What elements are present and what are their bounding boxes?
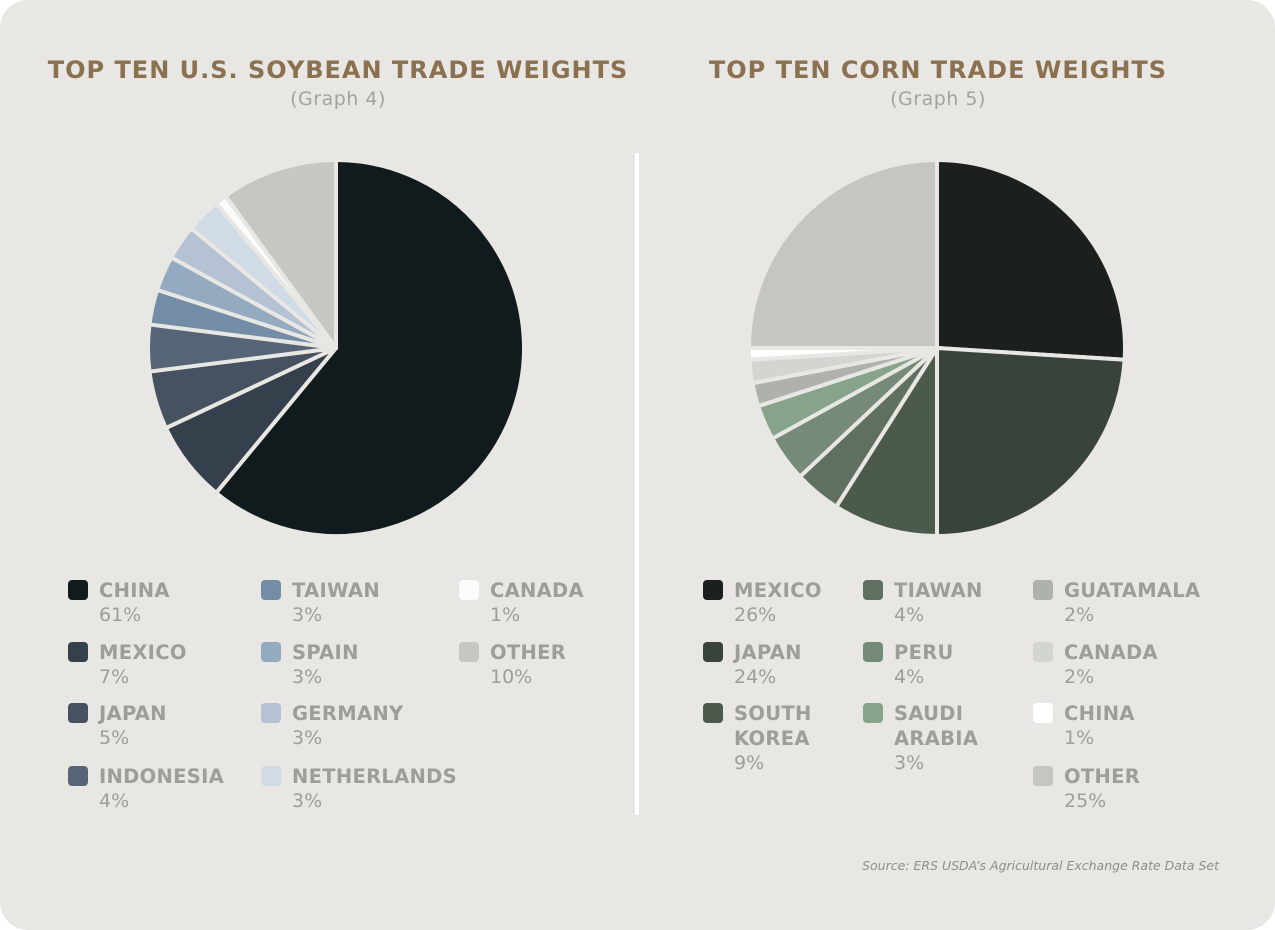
soybean-chart-title: TOP TEN U.S. SOYBEAN TRADE WEIGHTS	[47, 56, 629, 84]
legend-percent: 1%	[1064, 727, 1095, 749]
source-note: Source: ERS USDA’s Agricultural Exchange…	[862, 858, 1219, 873]
legend-percent: 5%	[99, 727, 130, 749]
legend-percent: 3%	[292, 604, 323, 626]
legend-label: CANADA	[1064, 641, 1158, 664]
legend-swatch	[68, 703, 88, 723]
legend-percent: 3%	[894, 752, 925, 774]
legend-percent: 4%	[99, 790, 130, 812]
legend-percent: 24%	[734, 666, 777, 688]
legend-label: TIAWAN	[894, 579, 983, 602]
legend-percent: 3%	[292, 666, 323, 688]
legend-label: JAPAN	[99, 702, 167, 725]
legend-percent: 61%	[99, 604, 142, 626]
legend-percent: 7%	[99, 666, 130, 688]
legend-percent: 25%	[1064, 790, 1107, 812]
legend-swatch	[703, 642, 723, 662]
chart-divider	[635, 153, 639, 815]
legend-label: CHINA	[99, 579, 170, 602]
legend-swatch	[863, 580, 883, 600]
legend-swatch	[261, 703, 281, 723]
legend-percent: 4%	[894, 666, 925, 688]
legend-label: INDONESIA	[99, 765, 225, 788]
legend-percent: 2%	[1064, 604, 1095, 626]
legend-swatch	[68, 580, 88, 600]
legend-swatch	[261, 642, 281, 662]
legend-percent: 2%	[1064, 666, 1095, 688]
legend-label: SAUDI ARABIA	[894, 702, 979, 750]
legend-percent: 3%	[292, 790, 323, 812]
legend-label: GUATAMALA	[1064, 579, 1201, 602]
legend-swatch	[261, 580, 281, 600]
corn-slice-other	[747, 158, 939, 350]
legend-swatch	[703, 580, 723, 600]
soybean-pie-chart	[146, 158, 526, 538]
legend-label: PERU	[894, 641, 954, 664]
soybean-slice-china	[214, 158, 526, 538]
soybean-slice-other	[223, 158, 338, 350]
legend-swatch	[459, 580, 479, 600]
legend-label: TAIWAN	[292, 579, 380, 602]
legend-label: CHINA	[1064, 702, 1135, 725]
legend-label: OTHER	[1064, 765, 1141, 788]
legend-percent: 26%	[734, 604, 777, 626]
legend-label: SOUTH KOREA	[734, 702, 812, 750]
legend-swatch	[863, 642, 883, 662]
legend-swatch	[1033, 766, 1053, 786]
legend-percent: 9%	[734, 752, 765, 774]
legend-swatch	[1033, 642, 1053, 662]
legend-percent: 3%	[292, 727, 323, 749]
legend-swatch	[68, 766, 88, 786]
corn-chart-subtitle: (Graph 5)	[890, 88, 986, 110]
legend-swatch	[1033, 580, 1053, 600]
corn-chart-title: TOP TEN CORN TRADE WEIGHTS	[708, 56, 1168, 84]
legend-percent: 1%	[490, 604, 521, 626]
legend-swatch	[703, 703, 723, 723]
legend-swatch	[459, 642, 479, 662]
legend-swatch	[68, 642, 88, 662]
legend-label: OTHER	[490, 641, 567, 664]
legend-label: GERMANY	[292, 702, 404, 725]
legend-swatch	[863, 703, 883, 723]
corn-slice-south-korea	[834, 346, 939, 538]
legend-label: NETHERLANDS	[292, 765, 457, 788]
soybean-chart-subtitle: (Graph 4)	[290, 88, 386, 110]
legend-percent: 4%	[894, 604, 925, 626]
corn-slice-japan	[935, 346, 1127, 538]
legend-swatch	[1033, 703, 1053, 723]
corn-slice-mexico	[935, 158, 1127, 362]
legend-label: SPAIN	[292, 641, 359, 664]
legend-label: JAPAN	[734, 641, 802, 664]
legend-swatch	[261, 766, 281, 786]
legend-label: MEXICO	[734, 579, 822, 602]
legend-label: CANADA	[490, 579, 584, 602]
corn-pie-chart	[747, 158, 1127, 538]
legend-percent: 10%	[490, 666, 533, 688]
legend-label: MEXICO	[99, 641, 187, 664]
